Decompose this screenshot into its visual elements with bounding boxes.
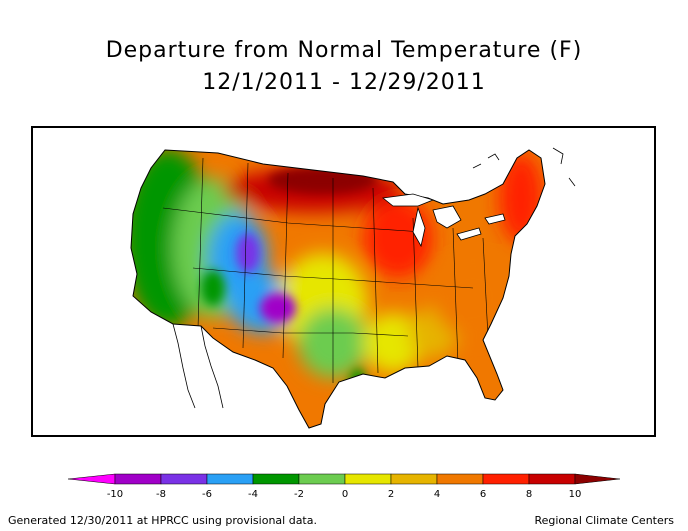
us-outline bbox=[130, 149, 546, 429]
legend-segment bbox=[528, 473, 576, 485]
legend-tick-label: 8 bbox=[526, 489, 532, 500]
footer-generated-note: Generated 12/30/2011 at HPRCC using prov… bbox=[8, 514, 317, 527]
legend-tick-label: 0 bbox=[342, 489, 348, 500]
legend-tick-label: 10 bbox=[569, 489, 582, 500]
map-date-range: 12/1/2011 - 12/29/2011 bbox=[202, 70, 486, 95]
mexico-coastline bbox=[172, 323, 224, 409]
legend-segment bbox=[252, 473, 300, 485]
temperature-departure-map bbox=[130, 147, 576, 429]
legend-tick-label: 2 bbox=[388, 489, 394, 500]
legend-tick-label: -8 bbox=[156, 489, 166, 500]
legend-segment bbox=[482, 473, 530, 485]
map-title: Departure from Normal Temperature (F) bbox=[105, 38, 583, 63]
legend-segment bbox=[344, 473, 392, 485]
legend-segment bbox=[574, 473, 621, 485]
legend-tick-label: -2 bbox=[294, 489, 304, 500]
legend-segment bbox=[114, 473, 162, 485]
state-boundaries bbox=[162, 157, 489, 383]
footer-credit: Regional Climate Centers bbox=[534, 514, 674, 527]
legend-tick-label: -4 bbox=[248, 489, 258, 500]
legend-segment bbox=[298, 473, 346, 485]
great-lakes bbox=[382, 193, 506, 248]
legend-segment bbox=[390, 473, 438, 485]
legend-tick-label: 6 bbox=[480, 489, 486, 500]
map-frame bbox=[31, 126, 656, 437]
legend-tick-label: 4 bbox=[434, 489, 440, 500]
legend-segment bbox=[67, 473, 116, 485]
canada-coastline bbox=[472, 147, 576, 187]
legend-tick-label: -10 bbox=[107, 489, 123, 500]
legend-segment bbox=[160, 473, 208, 485]
legend-segment bbox=[436, 473, 484, 485]
legend-tick-label: -6 bbox=[202, 489, 212, 500]
legend-segment bbox=[206, 473, 254, 485]
